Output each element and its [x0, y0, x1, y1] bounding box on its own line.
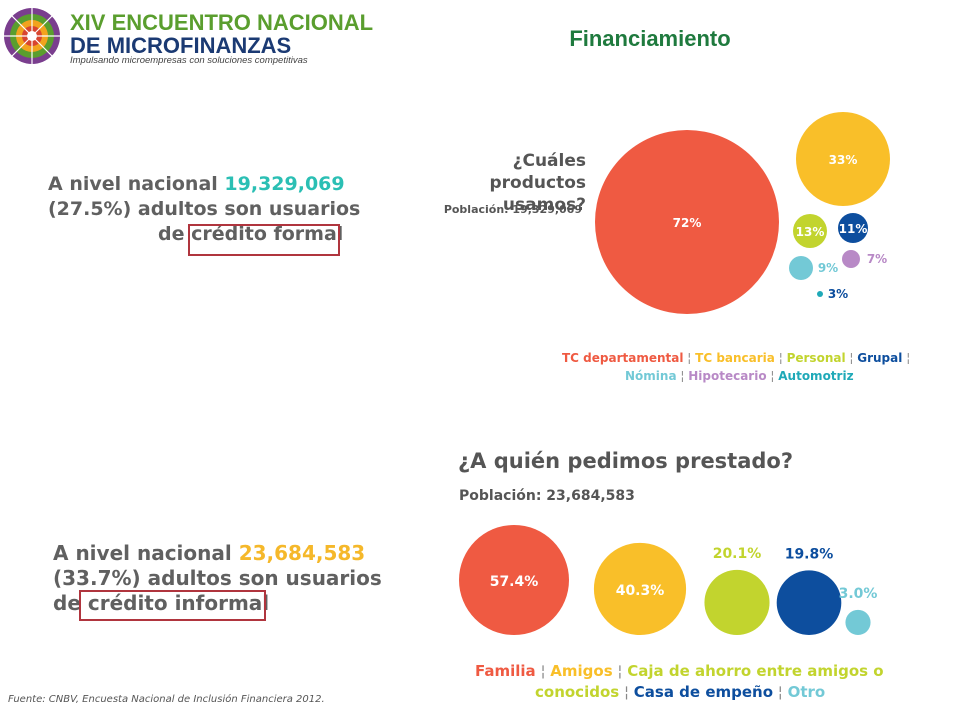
formal-credit-statement: A nivel nacional 19,329,069 (27.5%) adul… [48, 172, 360, 247]
legend-separator: ¦ [774, 351, 787, 365]
bubble-otro [845, 609, 871, 635]
chart2-legend-line1: Familia ¦ Amigos ¦ Caja de ahorro entre … [475, 662, 884, 680]
bubble-automotriz [817, 291, 823, 297]
informal-users-value: 23,684,583 [238, 541, 366, 565]
bubble-personal [793, 214, 827, 248]
legend-item-tc-departamental: TC departamental [562, 351, 684, 365]
logo-title-prefix: DE [70, 33, 107, 58]
chart1-legend-line1: TC departamental ¦ TC bancaria ¦ Persona… [562, 351, 910, 365]
bubble-label-familia: 57.4% [490, 574, 539, 590]
legend-separator: ¦ [683, 351, 696, 365]
bubble-label-grupal: 11% [839, 222, 868, 236]
chart1-legend-line2: Nómina ¦ Hipotecario ¦ Automotriz [625, 369, 854, 383]
formal-boxed-text: crédito formal [191, 223, 344, 245]
legend-item-nomina: Nómina [625, 369, 677, 383]
legend-item-tc-bancaria: TC bancaria [695, 351, 775, 365]
logo-tagline: Impulsando microempresas con soluciones … [70, 55, 308, 66]
legend-item-grupal: Grupal [857, 351, 903, 365]
legend-item-otro: Otro [787, 683, 826, 701]
formal-highlight-box [188, 224, 340, 256]
slide-title: Financiamiento [569, 26, 731, 51]
legend-separator: ¦ [612, 662, 628, 680]
bubble-amigos [593, 542, 687, 635]
lenders-bubble-chart: 57.4% 40.3% 20.1% 19.8% 3.0% [459, 525, 878, 635]
logo-title-line1: XIV ENCUENTRO NACIONAL [70, 10, 374, 35]
informal-highlight-box [79, 590, 266, 621]
chart1-title-line1: ¿Cuáles productos [489, 151, 586, 193]
formal-users-value: 19,329,069 [224, 173, 345, 195]
bubble-label-amigos: 40.3% [616, 583, 665, 599]
legend-item-familia: Familia [475, 662, 536, 680]
legend-item-amigos: Amigos [550, 662, 613, 680]
legend-separator: ¦ [845, 351, 858, 365]
formal-line2: (27.5%) adultos son usuarios [48, 198, 361, 220]
bubble-tc-departamental [595, 130, 779, 314]
legend-item-caja-de-ahorro-entre-amigos-o: Caja de ahorro entre amigos o [627, 662, 884, 680]
informal-line1-prefix: A nivel nacional [53, 541, 239, 565]
bubble-casa-de-empeno [776, 570, 842, 635]
products-bubble-chart: 72% 33% 13% 11% 9% 7% 3% [595, 112, 890, 314]
legend-item-casa-de-empeno: Casa de empeño [633, 683, 774, 701]
legend-separator: ¦ [535, 662, 551, 680]
chart1-title: ¿Cuáles productos usamos? [416, 150, 586, 216]
bubble-label-personal: 13% [796, 225, 825, 239]
bubble-grupal [838, 213, 868, 243]
legend-separator: ¦ [773, 683, 788, 701]
informal-credit-statement: A nivel nacional 23,684,583 (33.7%) adul… [53, 541, 382, 616]
legend-separator: ¦ [619, 683, 634, 701]
bubble-hipotecario [842, 250, 860, 268]
bubble-label-tc-bancaria: 33% [829, 153, 858, 167]
legend-separator: ¦ [676, 369, 689, 383]
bubble-label-automotriz: 3% [828, 287, 848, 301]
bubble-label-casa-de-empeno: 19.8% [785, 546, 834, 562]
chart2-subtitle: Población: 23,684,583 [459, 488, 635, 504]
formal-line1-prefix: A nivel nacional [48, 173, 225, 195]
chart2-legend-line2: conocidos ¦ Casa de empeño ¦ Otro [535, 683, 825, 701]
bubble-label-caja-de-ahorro-entre-amigos-o-conocidos: 20.1% [713, 546, 762, 562]
legend-item-hipotecario: Hipotecario [688, 369, 767, 383]
bubble-label-hipotecario: 7% [867, 252, 887, 266]
legend-separator: ¦ [902, 351, 911, 365]
logo-title-line2: DE MICROFINANZAS [70, 33, 291, 59]
bubble-label-otro: 3.0% [839, 586, 878, 602]
legend-item-personal: Personal [786, 351, 846, 365]
chart2-title: ¿A quién pedimos prestado? [458, 449, 794, 473]
logo-title-highlight: MICROFINANZAS [106, 33, 292, 58]
logo-icon [4, 8, 60, 64]
bubble-tc-bancaria [796, 112, 890, 206]
legend-separator: ¦ [766, 369, 779, 383]
bubble-label-tc-departamental: 72% [673, 216, 702, 230]
informal-boxed-text: crédito informal [87, 591, 270, 615]
chart1-title-line2: usamos? [502, 195, 586, 215]
bubble-familia [459, 525, 569, 635]
informal-line3-prefix: de [53, 591, 88, 615]
bubble-caja-de-ahorro-entre-amigos-o-conocidos [704, 569, 770, 635]
bubble-nomina [789, 256, 813, 280]
legend-item-continuation: conocidos [535, 683, 620, 701]
chart1-subtitle: Población: 19,329,069 [443, 203, 582, 216]
informal-line2: (33.7%) adultos son usuarios [53, 566, 382, 590]
bubble-label-nomina: 9% [818, 261, 838, 275]
source-note: Fuente: CNBV, Encuesta Nacional de Inclu… [8, 694, 325, 705]
legend-item-automotriz: Automotriz [778, 369, 854, 383]
formal-line3-prefix: de [158, 223, 192, 245]
